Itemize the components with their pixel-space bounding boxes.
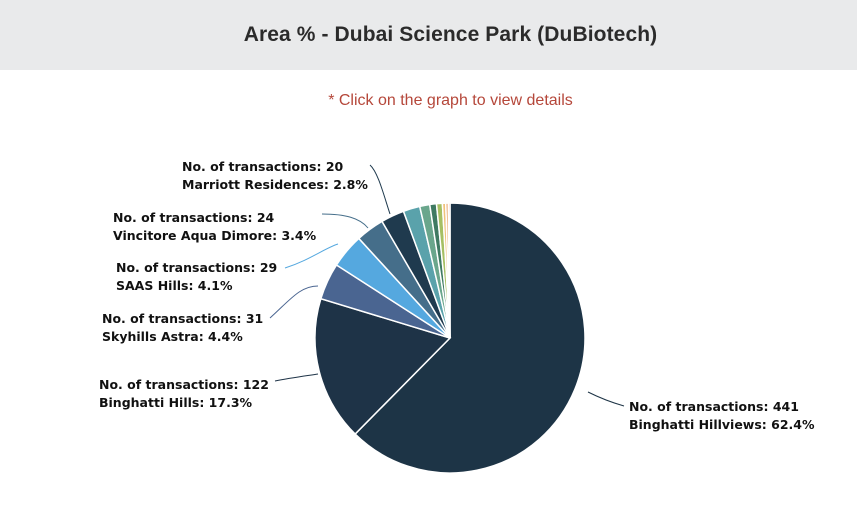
label-percent: Binghatti Hills: 17.3% xyxy=(99,395,253,410)
chart-title: Area % - Dubai Science Park (DuBiotech) xyxy=(243,23,658,46)
label-percent: Binghatti Hillviews: 62.4% xyxy=(629,417,815,432)
label-percent: Marriott Residences: 2.8% xyxy=(182,177,368,192)
label-vincitore-aqua-dimore[interactable]: No. of transactions: 24 Vincitore Aqua D… xyxy=(113,209,316,245)
connector-line xyxy=(269,285,319,319)
chart-header: Area % - Dubai Science Park (DuBiotech) xyxy=(0,0,857,70)
label-transactions: No. of transactions: 441 xyxy=(629,399,799,414)
label-binghatti-hills[interactable]: No. of transactions: 122 Binghatti Hills… xyxy=(99,376,269,412)
label-saas-hills[interactable]: No. of transactions: 29 SAAS Hills: 4.1% xyxy=(116,259,277,295)
label-skyhills-astra[interactable]: No. of transactions: 31 Skyhills Astra: … xyxy=(102,310,263,346)
pie-slice-binghatti-hills[interactable] xyxy=(314,297,452,436)
connector-line xyxy=(587,391,625,407)
connector-line xyxy=(321,213,369,229)
label-transactions: No. of transactions: 122 xyxy=(99,377,269,392)
label-transactions: No. of transactions: 24 xyxy=(113,210,275,225)
label-transactions: No. of transactions: 29 xyxy=(116,260,278,275)
connector-line xyxy=(284,243,339,269)
label-transactions: No. of transactions: 31 xyxy=(102,311,264,326)
label-binghatti-hillviews[interactable]: No. of transactions: 441 Binghatti Hillv… xyxy=(629,398,815,434)
connector-line xyxy=(369,164,391,215)
label-percent: Vincitore Aqua Dimore: 3.4% xyxy=(113,228,317,243)
click-hint: * Click on the graph to view details xyxy=(328,92,573,109)
pie-slice-binghatti-hillviews[interactable] xyxy=(354,202,586,474)
label-percent: SAAS Hills: 4.1% xyxy=(116,278,233,293)
label-transactions: No. of transactions: 20 xyxy=(182,159,344,174)
label-marriott-residences[interactable]: No. of transactions: 20 Marriott Residen… xyxy=(182,158,368,194)
pie-slice-12[interactable] xyxy=(447,202,451,339)
label-percent: Skyhills Astra: 4.4% xyxy=(102,329,243,344)
connector-line xyxy=(274,373,319,382)
